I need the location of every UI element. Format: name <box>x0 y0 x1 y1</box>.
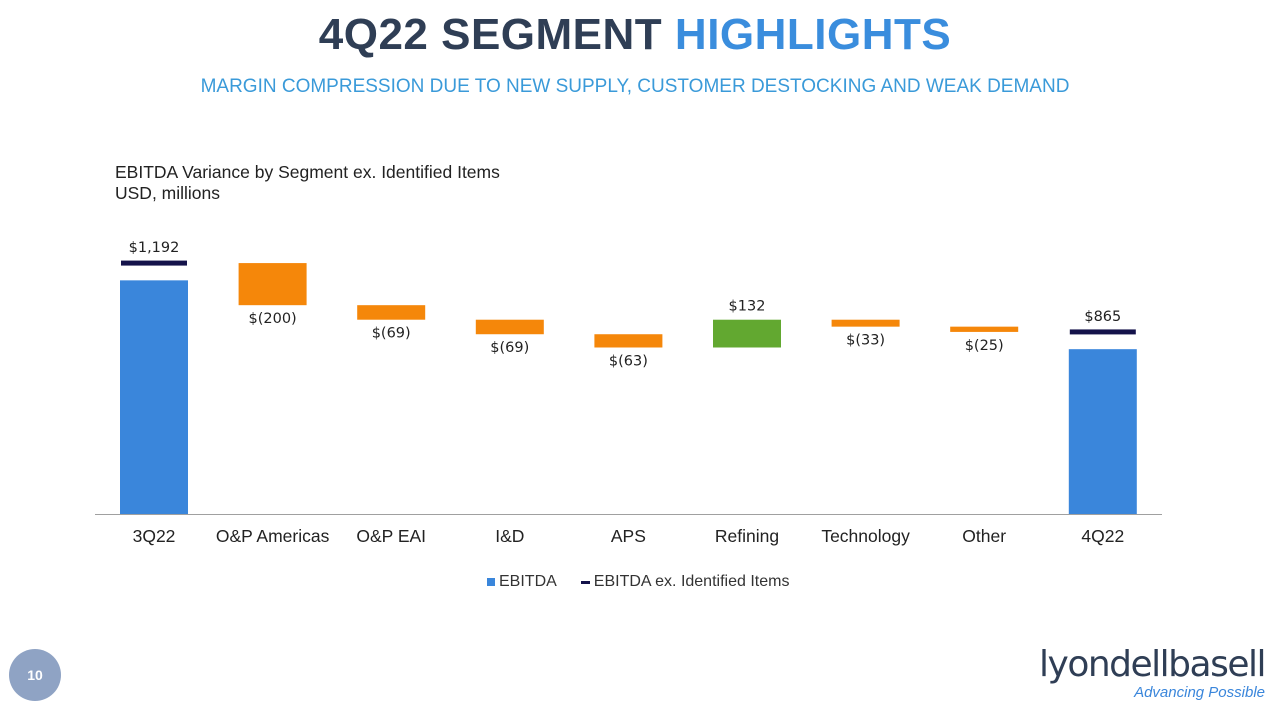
x-tick-label-i-d: I&D <box>495 526 524 546</box>
legend-label-ex-items: EBITDA ex. Identified Items <box>593 573 790 590</box>
bar-other <box>950 326 1019 332</box>
bar-technology <box>831 319 900 327</box>
title-accent: HIGHLIGHTS <box>674 10 952 59</box>
x-tick-label-technology: Technology <box>821 526 910 546</box>
chart-legend: EBITDA EBITDA ex. Identified Items <box>487 573 813 591</box>
bar-aps <box>594 334 663 348</box>
data-label-o-p-americas: $(200) <box>248 311 296 327</box>
bar-o-p-eai <box>357 305 426 320</box>
chart-units: USD, millions <box>115 183 221 203</box>
legend-label-ebitda: EBITDA <box>499 573 557 590</box>
x-tick-label-refining: Refining <box>715 526 779 546</box>
logo-wordmark: lyondellbasell <box>1039 644 1266 685</box>
bar-4q22 <box>1068 349 1137 514</box>
data-label-other: $(25) <box>965 338 1004 354</box>
data-label-aps: $(63) <box>609 353 648 369</box>
legend-swatch-ebitda <box>487 578 495 586</box>
legend-item-ebitda: EBITDA <box>487 573 557 591</box>
bar-3q22 <box>120 280 188 514</box>
bar-o-p-americas <box>238 263 307 306</box>
x-tick-label-aps: APS <box>611 526 646 546</box>
x-tick-label-other: Other <box>962 526 1006 546</box>
bar-i-d <box>475 319 544 335</box>
data-label-3q22: $1,192 <box>129 240 180 256</box>
bar-refining <box>713 319 781 348</box>
x-tick-label-4q22: 4Q22 <box>1081 526 1124 546</box>
data-label-i-d: $(69) <box>490 340 529 356</box>
ex-items-marker-4q22 <box>1069 329 1136 335</box>
page-title: 4Q22 SEGMENT HIGHLIGHTS <box>0 10 1270 60</box>
legend-item-ex-items: EBITDA ex. Identified Items <box>580 573 790 591</box>
page-subtitle: MARGIN COMPRESSION DUE TO NEW SUPPLY, CU… <box>200 76 1070 97</box>
data-label-4q22: $865 <box>1084 309 1121 325</box>
ex-items-marker-3q22 <box>121 260 187 266</box>
chart-title: EBITDA Variance by Segment ex. Identifie… <box>115 162 500 182</box>
page-number-badge: 10 <box>9 649 61 701</box>
company-logo: lyondellbasell Advancing Possible <box>1039 644 1266 701</box>
data-label-technology: $(33) <box>846 333 885 349</box>
page-number: 10 <box>27 667 43 683</box>
x-tick-label-3q22: 3Q22 <box>133 526 176 546</box>
data-label-o-p-eai: $(69) <box>372 326 411 342</box>
data-label-refining: $132 <box>729 299 766 315</box>
x-tick-label-o-p-americas: O&P Americas <box>216 526 330 546</box>
x-tick-label-o-p-eai: O&P EAI <box>356 526 426 546</box>
chart-heading: EBITDA Variance by Segment ex. Identifie… <box>115 162 500 204</box>
legend-swatch-ex-items <box>580 580 590 584</box>
logo-tagline: Advancing Possible <box>1134 684 1265 701</box>
title-main: 4Q22 SEGMENT <box>318 10 663 59</box>
